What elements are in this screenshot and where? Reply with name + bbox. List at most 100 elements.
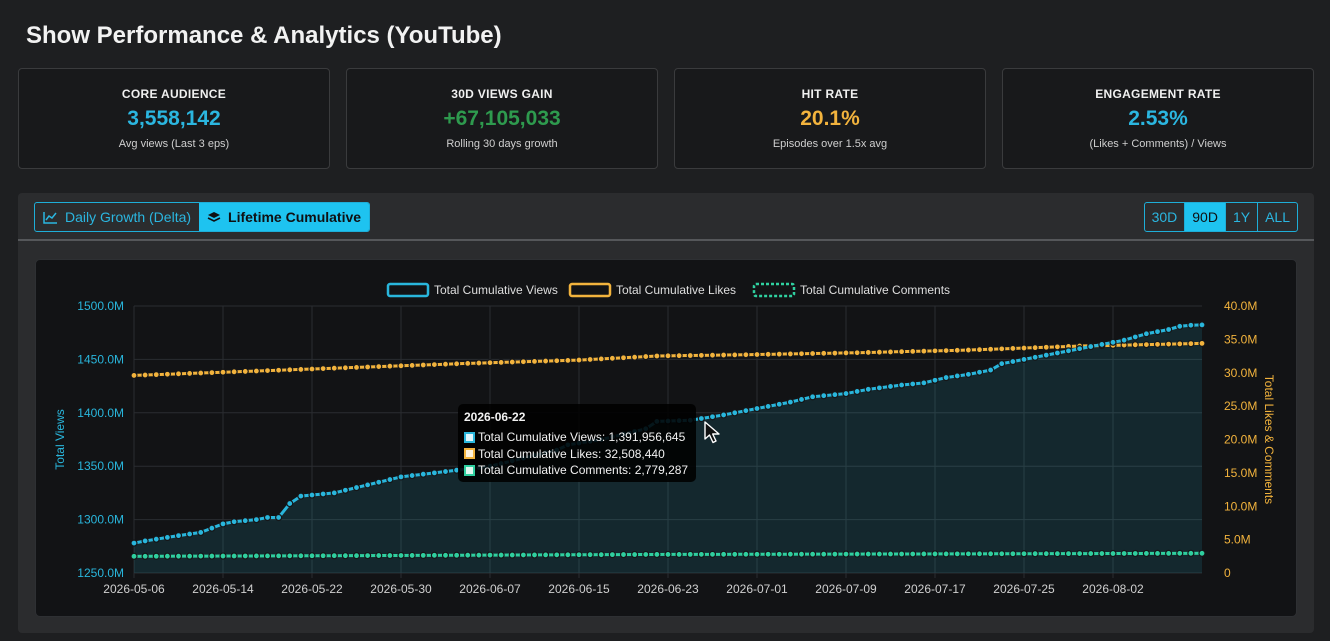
- comments-line-point: [141, 552, 149, 560]
- views-line-point: [697, 414, 705, 423]
- tooltip-views-text: Total Cumulative Views: 1,391,956,645: [478, 430, 686, 445]
- line-chart-icon: [43, 211, 57, 224]
- tooltip-comments-text: Total Cumulative Comments: 2,779,287: [478, 463, 689, 478]
- likes-line-point: [252, 367, 260, 375]
- page-title: Show Performance & Analytics (YouTube): [26, 22, 502, 49]
- likes-line-point: [352, 363, 361, 372]
- likes-line-point: [174, 370, 183, 378]
- comments-line-point: [542, 551, 550, 559]
- tooltip-row-likes: Total Cumulative Likes: 32,508,440: [464, 446, 690, 463]
- likes-line-point: [1131, 341, 1139, 349]
- views-line-point: [809, 393, 817, 401]
- comments-line-point: [475, 551, 483, 559]
- likes-line-point: [1165, 340, 1173, 348]
- views-line-point: [430, 469, 438, 477]
- views-line-point: [731, 409, 739, 417]
- likes-line-point: [1198, 339, 1206, 347]
- likes-line-point: [1042, 343, 1050, 351]
- views-swatch: [464, 431, 475, 443]
- comments-line-point: [1087, 549, 1095, 558]
- comments-line-point: [230, 552, 238, 560]
- likes-line-point: [686, 351, 694, 360]
- likes-line-point: [542, 357, 550, 365]
- likes-line-point: [308, 365, 316, 373]
- x-tick-label: 2026-06-23: [637, 582, 699, 596]
- likes-line-point: [642, 352, 650, 361]
- range-90d-button[interactable]: 90D: [1184, 203, 1225, 231]
- comments-line-point: [1187, 549, 1195, 557]
- views-line-point: [820, 392, 828, 400]
- y-right-tick-label: 10.0M: [1224, 499, 1257, 513]
- comments-line-point: [809, 550, 817, 558]
- comments-line-point: [864, 550, 872, 558]
- range-all-button[interactable]: ALL: [1257, 203, 1297, 231]
- tooltip-row-comments: Total Cumulative Comments: 2,779,287: [464, 462, 690, 479]
- views-line-point: [1176, 322, 1184, 330]
- range-30d-button[interactable]: 30D: [1151, 209, 1178, 225]
- likes-line-point: [375, 363, 383, 371]
- likes-line-point: [186, 369, 194, 378]
- comments-swatch: [464, 464, 475, 476]
- kpi-label: HIT RATE: [801, 87, 859, 101]
- likes-line-point: [197, 369, 205, 377]
- likes-line-point: [130, 371, 138, 380]
- kpi-card-core-audience: CORE AUDIENCE 3,558,142 Avg views (Last …: [18, 68, 330, 169]
- likes-line-point: [675, 352, 683, 360]
- views-line-point: [386, 475, 394, 484]
- comments-line-point: [497, 551, 505, 559]
- views-line-point: [853, 387, 861, 396]
- lifetime-cumulative-label: Lifetime Cumulative: [228, 209, 362, 225]
- range-1y-button[interactable]: 1Y: [1224, 203, 1257, 231]
- comments-line-point: [186, 552, 194, 560]
- views-line-point: [875, 384, 883, 392]
- daily-growth-button[interactable]: Daily Growth (Delta): [35, 203, 199, 231]
- likes-line-point: [898, 348, 906, 356]
- comments-line-point: [219, 552, 227, 560]
- views-line-point: [1142, 330, 1150, 338]
- likes-line-point: [619, 354, 628, 362]
- likes-line-point: [1031, 344, 1039, 352]
- y-right-tick-label: 25.0M: [1224, 399, 1257, 413]
- views-line-point: [1098, 340, 1106, 349]
- x-tick-label: 2026-06-15: [548, 582, 610, 596]
- comments-line-point: [619, 550, 628, 559]
- comments-line-point: [553, 551, 561, 559]
- likes-line-point: [319, 365, 327, 373]
- comments-line-point: [1064, 550, 1073, 558]
- comments-line-point: [964, 550, 972, 558]
- range-selector: 30D 90D 1Y ALL: [1143, 202, 1298, 232]
- comments-line-point: [720, 550, 728, 558]
- views-line-point: [1042, 351, 1050, 359]
- views-line-point: [174, 532, 183, 540]
- likes-line-point: [731, 351, 739, 359]
- comments-line-point: [775, 550, 783, 558]
- comments-line-point: [275, 552, 283, 560]
- kpi-subtitle: Episodes over 1.5x avg: [772, 138, 888, 150]
- comments-line-point: [430, 551, 438, 559]
- kpi-subtitle: Avg views (Last 3 eps): [118, 138, 230, 150]
- comments-line-point: [1198, 549, 1206, 557]
- comments-line-point: [208, 552, 216, 560]
- y-right-tick-label: 5.0M: [1224, 533, 1251, 547]
- lifetime-cumulative-button[interactable]: Lifetime Cumulative: [199, 203, 370, 231]
- views-line-point: [864, 385, 872, 393]
- comments-line-point: [397, 551, 405, 560]
- likes-line-point: [909, 347, 917, 355]
- kpi-value: +67,105,033: [443, 107, 561, 130]
- kpi-label: 30D VIEWS GAIN: [451, 87, 553, 101]
- likes-line-point: [464, 359, 472, 368]
- views-line-point: [786, 398, 794, 406]
- y-right-tick-label: 40.0M: [1224, 299, 1257, 313]
- comments-line-point: [1176, 549, 1184, 557]
- comments-line-point: [664, 550, 672, 559]
- likes-line-point: [975, 346, 984, 354]
- likes-line-point: [664, 352, 672, 360]
- likes-line-point: [575, 356, 583, 364]
- views-line-point: [953, 372, 961, 380]
- views-line-point: [163, 533, 171, 541]
- comments-line-point: [953, 550, 961, 558]
- likes-line-point: [886, 348, 895, 356]
- views-line-point: [931, 376, 939, 384]
- x-tick-label: 2026-05-22: [281, 582, 343, 596]
- layers-icon: [207, 211, 221, 222]
